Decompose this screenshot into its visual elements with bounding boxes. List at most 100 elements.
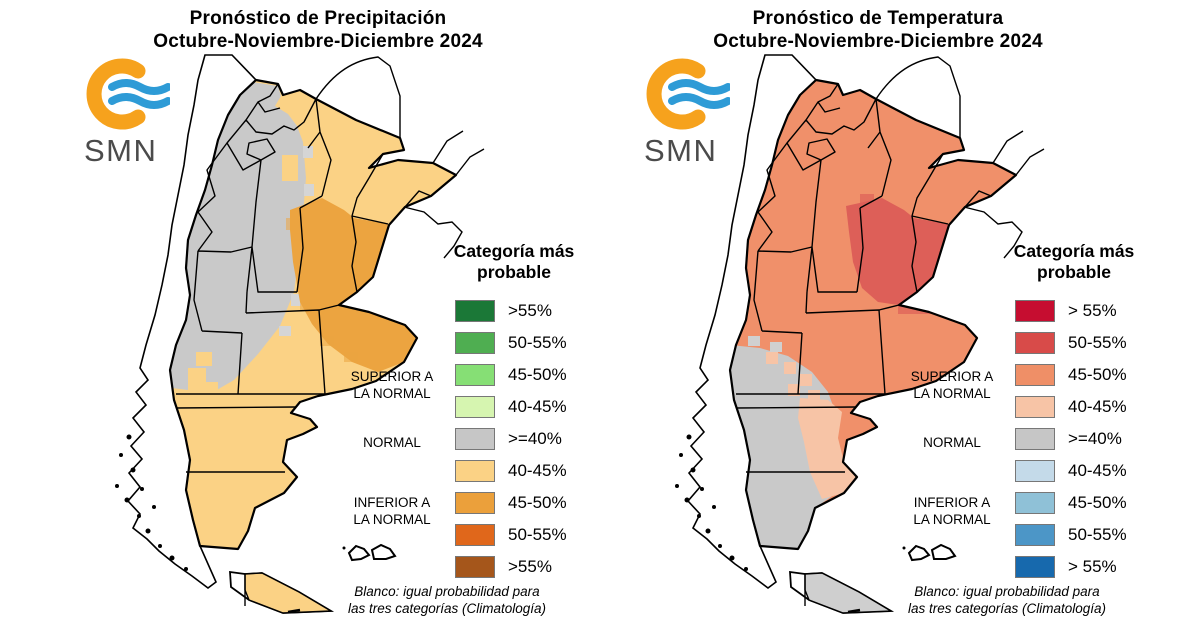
legend-swatch (1015, 524, 1055, 546)
legend-swatch (1015, 460, 1055, 482)
legend-swatch (455, 396, 495, 418)
legend-swatch (455, 492, 495, 514)
legend-row: >=40% (1015, 428, 1127, 450)
legend-label: 40-45% (1068, 397, 1127, 416)
legend-row: 45-50% (1015, 364, 1127, 386)
neighbor-borders (875, 56, 1045, 259)
legend-swatch (455, 332, 495, 354)
legend-header-line2: probable (1037, 262, 1111, 282)
climatology-note: Blanco: igual probabilidad para las tres… (347, 584, 547, 616)
argentina-precipitation-map (115, 54, 485, 614)
title-line1: Pronóstico de Temperatura (752, 8, 1004, 29)
legend-label: > 55% (1068, 557, 1117, 576)
legend-row: 50-55% (455, 332, 567, 354)
legend-label: 40-45% (1068, 461, 1127, 480)
legend-row: 50-55% (455, 524, 567, 546)
legend-row: > 55% (1015, 300, 1127, 322)
pixel-artifacts-base (188, 155, 298, 394)
legend-header-line1: Categoría más (453, 241, 575, 261)
side-label-inferior: INFERIOR A LA NORMAL (913, 495, 991, 527)
chilean-fjord-islands (115, 434, 188, 571)
legend-swatch (455, 556, 495, 578)
title-line1: Pronóstico de Precipitación (189, 8, 447, 29)
small-island (902, 546, 906, 550)
legend-swatch (1015, 332, 1055, 354)
legend-label: 45-50% (508, 365, 567, 384)
panel-temperature: Pronóstico de Temperatura Octubre-Noviem… (560, 0, 1200, 630)
legend-swatch (1015, 556, 1055, 578)
region-inferior-45-50 (290, 198, 417, 372)
legend-header-line2: probable (477, 262, 551, 282)
legend-row: >=40% (455, 428, 567, 450)
side-label-superior: SUPERIOR A LA NORMAL (350, 369, 434, 401)
pixel-artifacts-coast (766, 352, 820, 402)
side-label-normal: NORMAL (923, 435, 981, 450)
falkland-islands (347, 543, 397, 562)
legend-swatch (455, 300, 495, 322)
legend-row: >55% (455, 556, 567, 578)
legend-row: > 55% (1015, 556, 1127, 578)
legend-label: 50-55% (508, 525, 567, 544)
argentina-outline (168, 78, 458, 551)
legend-label: 40-45% (508, 461, 567, 480)
map-title: Pronóstico de Precipitación Octubre-Novi… (88, 7, 548, 53)
falkland-islands (907, 543, 957, 562)
map-title: Pronóstico de Temperatura Octubre-Noviem… (648, 7, 1108, 53)
legend-label: 45-50% (1068, 493, 1127, 512)
legend-label: 50-55% (508, 333, 567, 352)
legend-row: 45-50% (455, 492, 567, 514)
legend-row: 45-50% (455, 364, 567, 386)
region-coast-40-45 (798, 398, 856, 499)
legend-row: 50-55% (1015, 524, 1127, 546)
legend-swatch (455, 428, 495, 450)
side-label-superior: SUPERIOR A LA NORMAL (910, 369, 994, 401)
legend-header: Categoría más probable (428, 241, 600, 283)
legend-swatch (1015, 300, 1055, 322)
legend-label: 50-55% (1068, 333, 1127, 352)
legend-label: >=40% (1068, 429, 1122, 448)
legend-swatch (1015, 364, 1055, 386)
legend-label: 45-50% (1068, 365, 1127, 384)
tierra-del-fuego-east (244, 572, 334, 614)
legend-row: 50-55% (1015, 332, 1127, 354)
legend-swatch (1015, 428, 1055, 450)
title-line2: Octubre-Noviembre-Diciembre 2024 (713, 31, 1043, 52)
province-borders (735, 83, 992, 473)
legend-label: 40-45% (508, 397, 567, 416)
legend-swatch (1015, 492, 1055, 514)
tierra-del-fuego-east (804, 572, 894, 614)
smn-logo: SMN (642, 54, 762, 169)
side-label-normal: NORMAL (363, 435, 421, 450)
legend-label: >=40% (508, 429, 562, 448)
legend-label: 45-50% (508, 493, 567, 512)
climatology-note: Blanco: igual probabilidad para las tres… (907, 584, 1107, 616)
region-normal-gray (170, 82, 306, 391)
legend-row: 45-50% (1015, 492, 1127, 514)
legend-rows: > 55% 50-55% 45-50% 40-45% >=40% 40-45% 45-50%… (1015, 300, 1127, 578)
legend-row: 40-45% (455, 460, 567, 482)
legend-label: >55% (508, 557, 552, 576)
argentina-temperature-map (675, 54, 1045, 614)
legend-label: 50-55% (1068, 525, 1127, 544)
legend-swatch (1015, 396, 1055, 418)
neighbor-borders (315, 56, 485, 259)
legend-swatch (455, 364, 495, 386)
small-island (342, 546, 346, 550)
smn-wave-icon (86, 58, 172, 130)
smn-logo: SMN (82, 54, 202, 169)
legend-row: >55% (455, 300, 567, 322)
smn-wave-icon (646, 58, 732, 130)
side-label-inferior: INFERIOR A LA NORMAL (353, 495, 431, 527)
legend-swatch (455, 524, 495, 546)
title-line2: Octubre-Noviembre-Diciembre 2024 (153, 31, 483, 52)
region-superior-50-55 (846, 198, 948, 305)
legend-row: 40-45% (1015, 396, 1127, 418)
legend-row: 40-45% (1015, 460, 1127, 482)
legend-rows: >55% 50-55% 45-50% 40-45% >=40% 40-45% 45-50% 5… (455, 300, 567, 578)
chilean-fjord-islands (675, 434, 748, 571)
isla-de-los-estados (287, 608, 301, 614)
legend-header: Categoría más probable (988, 241, 1160, 283)
smn-logo-text: SMN (644, 133, 718, 168)
legend-label: >55% (508, 301, 552, 320)
